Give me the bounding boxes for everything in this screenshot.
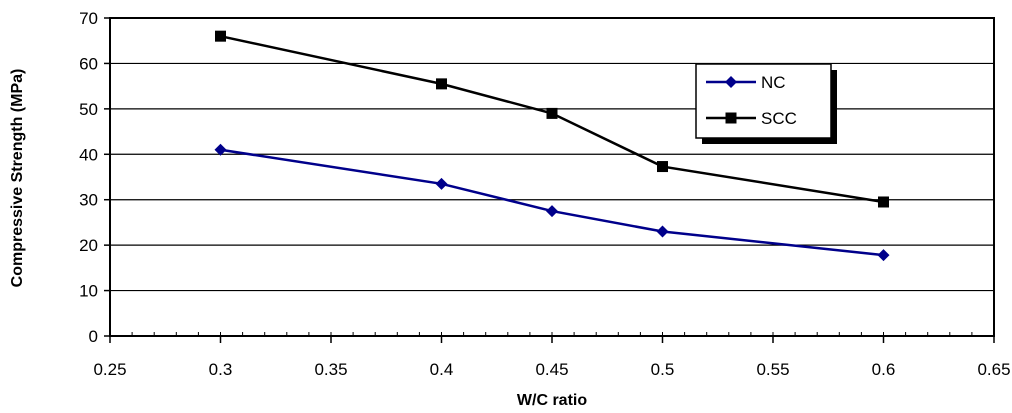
x-axis-title: W/C ratio (517, 392, 587, 409)
x-tick-label-5: 0.5 (651, 360, 675, 379)
x-tick-label-7: 0.6 (872, 360, 896, 379)
x-tick-label-3: 0.4 (430, 360, 454, 379)
series-layer (214, 30, 890, 262)
x-tick-label-1: 0.3 (209, 360, 233, 379)
point-nc-3 (656, 225, 669, 238)
y-tick-label-2: 20 (79, 236, 98, 255)
legend-label-scc: SCC (761, 109, 797, 128)
y-axis-ticks: 0 10 20 30 40 50 60 70 (79, 9, 110, 346)
x-tick-label-0: 0.25 (93, 360, 126, 379)
y-tick-label-7: 70 (79, 9, 98, 28)
y-axis-title: Compressive Strength (MPa) (9, 69, 26, 288)
legend-label-nc: NC (761, 73, 786, 92)
point-scc-2 (546, 107, 558, 119)
point-nc-0 (214, 143, 227, 156)
legend-marker-scc (725, 112, 737, 124)
x-tick-label-8: 0.65 (977, 360, 1010, 379)
x-tick-label-2: 0.35 (314, 360, 347, 379)
plot-area (110, 18, 994, 336)
point-nc-4 (877, 249, 890, 262)
y-tick-label-3: 30 (79, 191, 98, 210)
legend: NC SCC (695, 63, 837, 144)
point-scc-1 (436, 78, 447, 90)
y-tick-label-4: 40 (79, 145, 98, 164)
x-axis-ticks: 0.25 0.3 0.35 0.4 0.45 0.5 0.55 0.6 0.65 (93, 336, 1011, 379)
legend-marker-nc (725, 76, 737, 88)
y-tick-label-6: 60 (79, 54, 98, 73)
point-nc-1 (435, 177, 448, 190)
y-tick-label-0: 0 (89, 327, 98, 346)
point-scc-0 (215, 30, 226, 42)
point-nc-2 (546, 205, 558, 218)
x-tick-label-4: 0.45 (535, 360, 568, 379)
y-tick-label-1: 10 (79, 282, 98, 301)
point-scc-4 (878, 196, 889, 208)
y-tick-label-5: 50 (79, 100, 98, 119)
x-tick-label-6: 0.55 (756, 360, 789, 379)
point-scc-3 (657, 161, 668, 173)
legend-box (695, 63, 832, 139)
